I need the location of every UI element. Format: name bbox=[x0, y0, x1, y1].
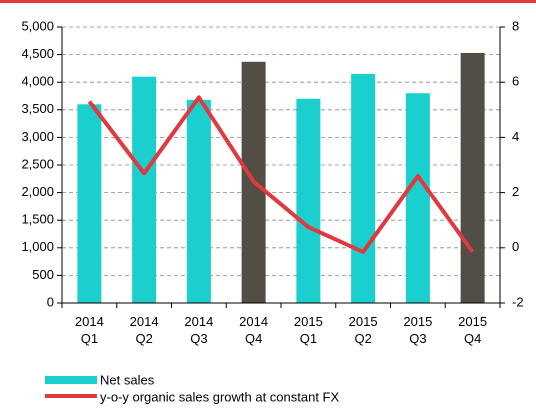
x-tick-label: 2014 Q4 bbox=[239, 314, 268, 346]
y-tick-label: 5,000 bbox=[21, 18, 54, 33]
y-tick-label: 1,000 bbox=[21, 239, 54, 254]
y2-tick-label: 6 bbox=[512, 74, 519, 89]
x-tick-label: 2015 Q2 bbox=[349, 314, 378, 346]
y-tick-label: 2,000 bbox=[21, 184, 54, 199]
y2-tick-label: 0 bbox=[512, 239, 519, 254]
x-tick-label: 2015 Q4 bbox=[458, 314, 487, 346]
bar bbox=[296, 98, 321, 303]
x-tick-label: 2014 Q2 bbox=[130, 314, 159, 346]
y-tick-label: 4,000 bbox=[21, 74, 54, 89]
y2-tick-label: 4 bbox=[512, 129, 519, 144]
y-tick-label: 0 bbox=[47, 294, 54, 309]
x-tick-label: 2014 Q1 bbox=[75, 314, 104, 346]
legend-label: Net sales bbox=[100, 372, 155, 387]
y2-tick-label: -2 bbox=[512, 294, 524, 309]
y2-tick-label: 8 bbox=[512, 18, 519, 33]
bar bbox=[405, 93, 430, 304]
bar bbox=[77, 104, 102, 303]
legend-swatch bbox=[45, 376, 97, 384]
y-tick-label: 3,000 bbox=[21, 129, 54, 144]
x-tick-label: 2015 Q3 bbox=[403, 314, 432, 346]
y-tick-label: 3,500 bbox=[21, 101, 54, 116]
line bbox=[87, 95, 475, 254]
y-tick-label: 2,500 bbox=[21, 156, 54, 171]
bar bbox=[460, 52, 485, 303]
y-tick-label: 500 bbox=[32, 267, 54, 282]
top-border bbox=[0, 0, 536, 3]
bar bbox=[132, 76, 157, 304]
x-tick-label: 2015 Q1 bbox=[294, 314, 323, 346]
bar bbox=[351, 73, 376, 303]
x-tick-label: 2014 Q3 bbox=[184, 314, 213, 346]
y-tick-label: 1,500 bbox=[21, 212, 54, 227]
bar bbox=[186, 99, 211, 303]
y-tick-label: 4,500 bbox=[21, 46, 54, 61]
legend-label: y-o-y organic sales growth at constant F… bbox=[100, 389, 339, 404]
y2-tick-label: 2 bbox=[512, 184, 519, 199]
